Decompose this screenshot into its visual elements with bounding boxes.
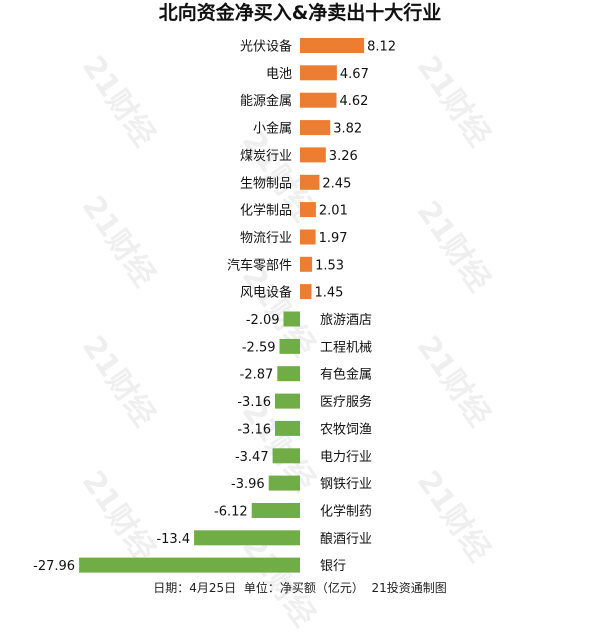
value-label: -3.47: [235, 450, 269, 465]
category-label: 煤炭行业: [240, 149, 292, 164]
bar: [272, 448, 300, 464]
category-label: 酿酒行业: [320, 531, 372, 547]
value-label: -3.16: [237, 395, 271, 410]
category-label: 电池: [266, 67, 292, 82]
bar: [300, 120, 331, 136]
bar: [194, 530, 300, 546]
value-label: -27.96: [33, 559, 75, 574]
value-label: 4.67: [340, 67, 369, 82]
value-label: 1.53: [315, 258, 344, 273]
category-label: 小金属: [253, 121, 292, 137]
value-label: -2.09: [246, 313, 280, 328]
category-label: 能源金属: [240, 93, 292, 109]
value-label: 4.62: [340, 94, 369, 109]
bar: [275, 393, 300, 409]
value-label: -3.16: [237, 422, 271, 437]
value-label: 3.26: [329, 149, 358, 164]
value-label: -2.87: [240, 368, 274, 383]
bar: [277, 366, 300, 382]
bar: [300, 38, 365, 53]
value-label: 2.01: [319, 204, 348, 219]
bar: [275, 420, 300, 436]
category-label: 旅游酒店: [320, 313, 372, 328]
category-label: 工程机械: [320, 340, 372, 355]
bar: [300, 202, 316, 218]
category-label: 银行: [320, 559, 346, 574]
category-label: 风电设备: [240, 285, 292, 301]
bar: [300, 92, 337, 108]
bar: [268, 475, 300, 491]
bar: [283, 311, 300, 327]
bar: [300, 174, 320, 190]
category-label: 农牧饲渔: [320, 422, 372, 437]
bar-chart: 光伏设备 8.12 电池 4.67 能源金属 4.62 小金属 3.82 煤炭行业 3.26 生物制…: [33, 38, 396, 574]
category-label: 生物制品: [240, 176, 292, 191]
bar: [300, 147, 326, 163]
category-label: 光伏设备: [240, 39, 292, 55]
category-label: 物流行业: [240, 231, 292, 246]
bar: [279, 338, 300, 354]
bar: [79, 557, 300, 573]
value-label: -6.12: [214, 505, 248, 520]
chart-title: 北向资金净买入&净卖出十大行业: [158, 2, 442, 24]
value-label: 8.12: [367, 40, 396, 55]
category-label: 有色金属: [320, 367, 372, 383]
value-label: -13.4: [156, 532, 190, 547]
value-label: 3.82: [333, 122, 362, 137]
category-label: 电力行业: [320, 450, 372, 465]
value-label: 1.45: [315, 286, 344, 301]
chart-footer: 日期：4月25日 单位：净买额（亿元） 21投资通制图: [153, 581, 447, 595]
bar: [251, 503, 300, 518]
category-label: 汽车零部件: [227, 257, 292, 273]
value-label: 1.97: [319, 231, 348, 246]
category-label: 钢铁行业: [320, 477, 372, 492]
category-label: 医疗服务: [320, 394, 372, 410]
value-label: 2.45: [322, 176, 351, 191]
value-label: -3.96: [231, 477, 265, 492]
value-label: -2.59: [242, 340, 276, 355]
bar: [300, 256, 313, 272]
bar: [300, 284, 312, 300]
bar: [300, 65, 337, 81]
category-label: 化学制品: [240, 203, 292, 219]
bar: [300, 229, 316, 245]
category-label: 化学制药: [320, 504, 372, 520]
